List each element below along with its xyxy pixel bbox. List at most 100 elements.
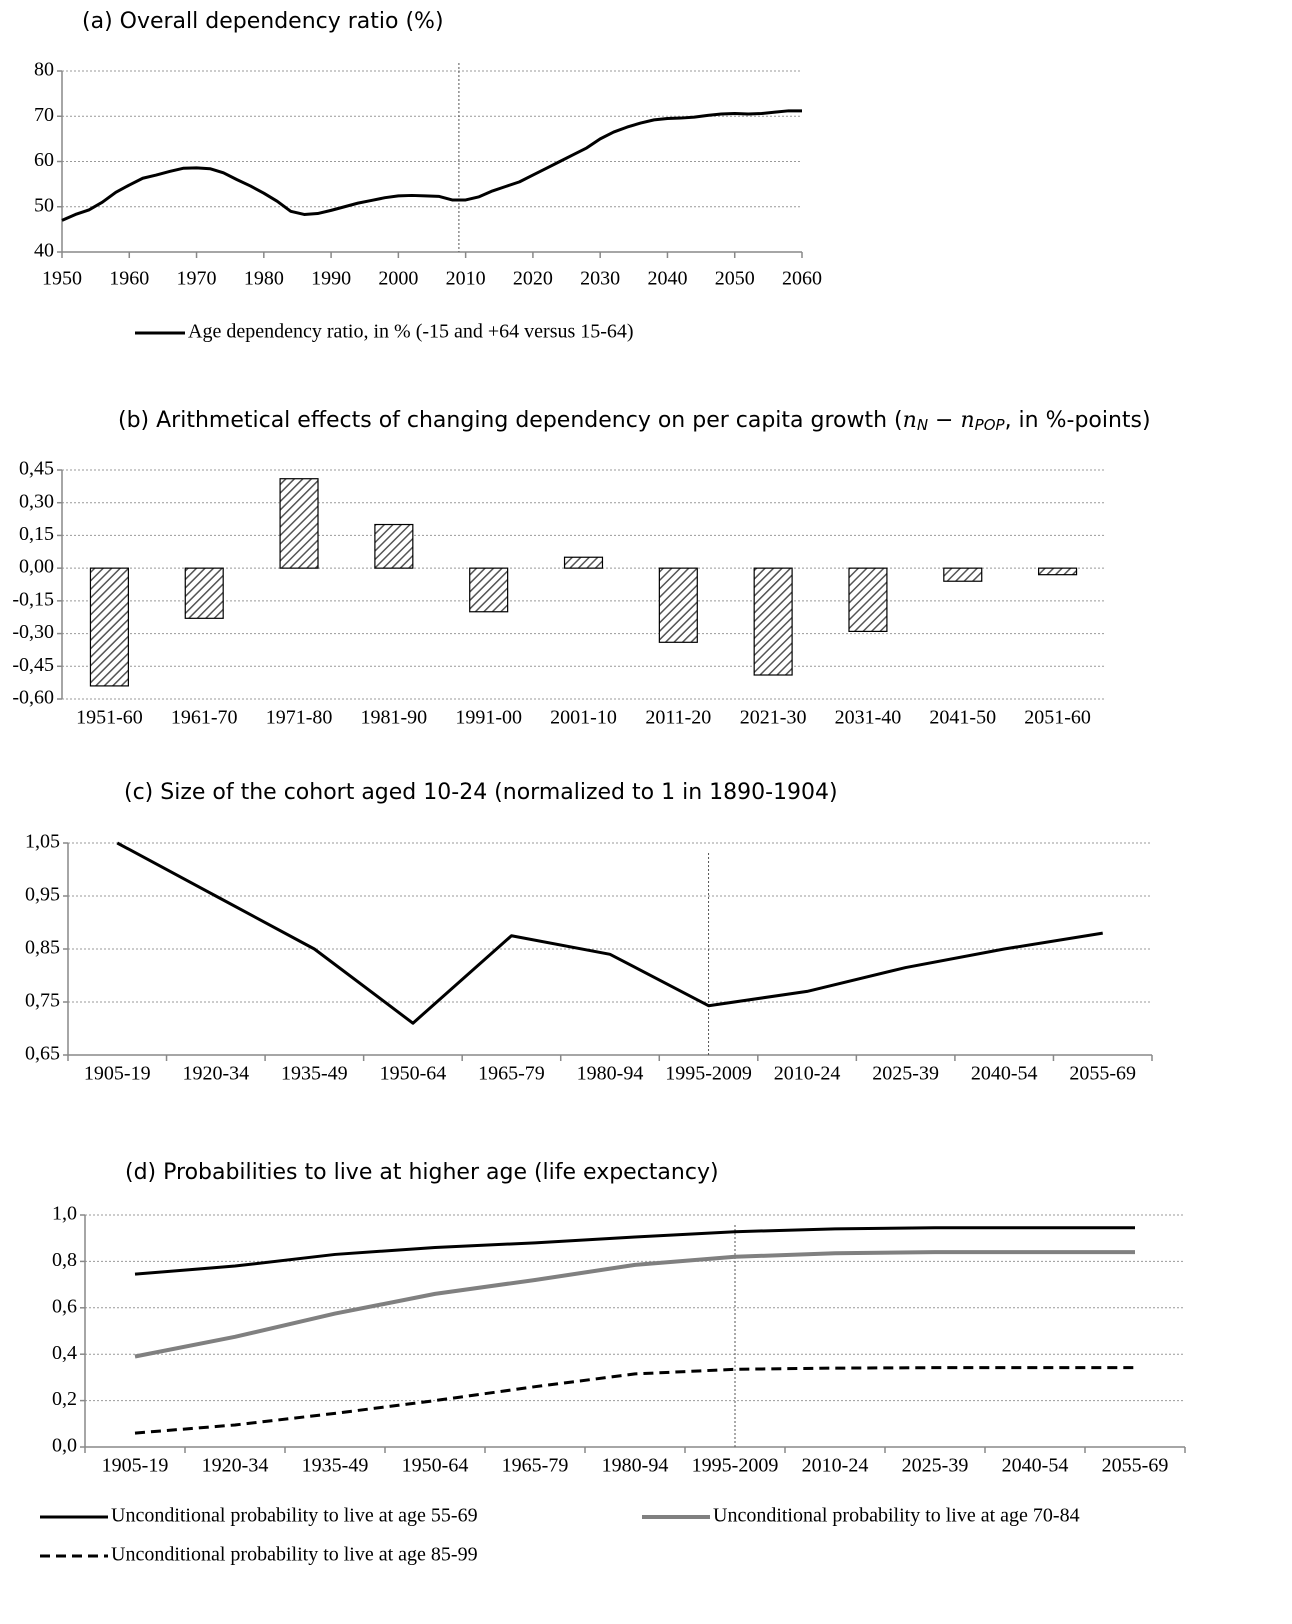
x-tick-label: 2000	[378, 268, 418, 290]
bar	[469, 567, 509, 613]
title-math: POP	[975, 416, 1006, 434]
x-tick-label: 2051-60	[1024, 707, 1091, 729]
x-tick-label: 2050	[715, 268, 755, 290]
legend-label: Age dependency ratio, in % (-15 and +64 …	[188, 321, 634, 343]
bar	[374, 523, 414, 569]
x-tick-label: 1995-2009	[692, 1455, 779, 1477]
x-tick-label: 2031-40	[835, 707, 902, 729]
series-line	[134, 1250, 1135, 1359]
x-tick-label: 1920-34	[182, 1063, 249, 1085]
x-tick-label: 2040-54	[971, 1063, 1038, 1085]
legend-label: Unconditional probability to live at age…	[111, 1544, 478, 1566]
y-tick-label: 0,75	[25, 990, 60, 1012]
y-tick-label: 0,8	[52, 1249, 77, 1271]
x-tick-label: 2010-24	[802, 1455, 869, 1477]
x-tick-label: 2030	[580, 268, 620, 290]
bar	[943, 567, 983, 582]
y-tick-label: 0,4	[52, 1342, 77, 1364]
x-tick-label: 2010-24	[774, 1063, 841, 1085]
x-tick-label: 2020	[513, 268, 553, 290]
x-tick-label: 1965-79	[478, 1063, 545, 1085]
y-tick-label: 0,0	[52, 1435, 77, 1457]
x-tick-label: 1980	[244, 268, 284, 290]
y-tick-label: 50	[34, 194, 54, 216]
y-tick-label: 0,65	[25, 1043, 60, 1065]
y-tick-label: 0,6	[52, 1295, 77, 1317]
bar	[89, 567, 129, 687]
title-math: N	[917, 416, 928, 434]
x-tick-label: 1920-34	[202, 1455, 269, 1477]
y-tick-label: 1,05	[25, 831, 60, 853]
bar	[279, 478, 319, 569]
x-tick-label: 1970	[177, 268, 217, 290]
series-line	[134, 1366, 1135, 1435]
y-tick-label: 0,2	[52, 1388, 77, 1410]
x-tick-label: 1950-64	[380, 1063, 447, 1085]
y-tick-label: -0,15	[12, 588, 54, 610]
y-tick-label: -0,60	[12, 687, 54, 709]
y-tick-label: 0,30	[19, 490, 54, 512]
x-tick-label: 2025-39	[872, 1063, 939, 1085]
x-tick-label: 1981-90	[361, 707, 428, 729]
bar	[563, 556, 604, 569]
y-tick-label: 0,15	[19, 523, 54, 545]
bar	[753, 567, 793, 676]
x-tick-label: 1991-00	[455, 707, 522, 729]
y-tick-label: 0,45	[19, 458, 54, 480]
x-tick-label: 2055-69	[1102, 1455, 1169, 1477]
x-tick-label: 1980-94	[602, 1455, 669, 1477]
y-tick-label: 0,85	[25, 937, 60, 959]
x-tick-label: 2025-39	[902, 1455, 969, 1477]
y-tick-label: 60	[34, 149, 54, 171]
x-tick-label: 1960	[109, 268, 149, 290]
y-tick-label: -0,30	[12, 621, 54, 643]
title-text: , in %-points)	[1005, 408, 1151, 433]
x-tick-label: 1935-49	[302, 1455, 369, 1477]
series-line	[116, 841, 1103, 1025]
bar	[658, 567, 698, 643]
y-tick-label: 1,0	[52, 1203, 77, 1225]
series-line	[134, 1226, 1135, 1276]
x-tick-label: 2060	[782, 268, 822, 290]
y-tick-label: 80	[34, 59, 54, 81]
x-tick-label: 2010	[446, 268, 486, 290]
x-tick-label: 1971-80	[266, 707, 333, 729]
y-tick-label: 40	[34, 240, 54, 262]
x-tick-label: 1935-49	[281, 1063, 348, 1085]
x-tick-label: 2055-69	[1069, 1063, 1136, 1085]
bar	[184, 567, 224, 619]
x-tick-label: 1951-60	[76, 707, 143, 729]
legend-label: Unconditional probability to live at age…	[713, 1505, 1080, 1527]
legend-label: Unconditional probability to live at age…	[111, 1505, 478, 1527]
title-math: n	[903, 408, 917, 433]
x-tick-label: 2040	[647, 268, 687, 290]
title-math: −	[928, 408, 960, 433]
x-tick-label: 2021-30	[740, 707, 807, 729]
x-tick-label: 1980-94	[577, 1063, 644, 1085]
title-math: n	[960, 408, 974, 433]
x-tick-label: 2040-54	[1002, 1455, 1069, 1477]
x-tick-label: 2001-10	[550, 707, 617, 729]
chart-title: (a) Overall dependency ratio (%)	[82, 9, 444, 34]
x-tick-label: 1950	[42, 268, 82, 290]
x-tick-label: 1995-2009	[665, 1063, 752, 1085]
x-tick-label: 2041-50	[929, 707, 996, 729]
bar	[1038, 567, 1078, 576]
y-tick-label: 0,95	[25, 884, 60, 906]
x-tick-label: 1950-64	[402, 1455, 469, 1477]
x-tick-label: 1961-70	[171, 707, 238, 729]
chart-title: (c) Size of the cohort aged 10-24 (norma…	[124, 780, 838, 805]
x-tick-label: 1990	[311, 268, 351, 290]
y-tick-label: 70	[34, 104, 54, 126]
chart-title: (d) Probabilities to live at higher age …	[125, 1160, 719, 1185]
x-tick-label: 1905-19	[84, 1063, 151, 1085]
bar	[848, 567, 888, 632]
title-text: (b) Arithmetical effects of changing dep…	[118, 408, 903, 433]
y-tick-label: 0,00	[19, 556, 54, 578]
y-tick-label: -0,45	[12, 654, 54, 676]
x-tick-label: 2011-20	[645, 707, 711, 729]
x-tick-label: 1905-19	[102, 1455, 169, 1477]
series-line	[61, 109, 802, 222]
x-tick-label: 1965-79	[502, 1455, 569, 1477]
